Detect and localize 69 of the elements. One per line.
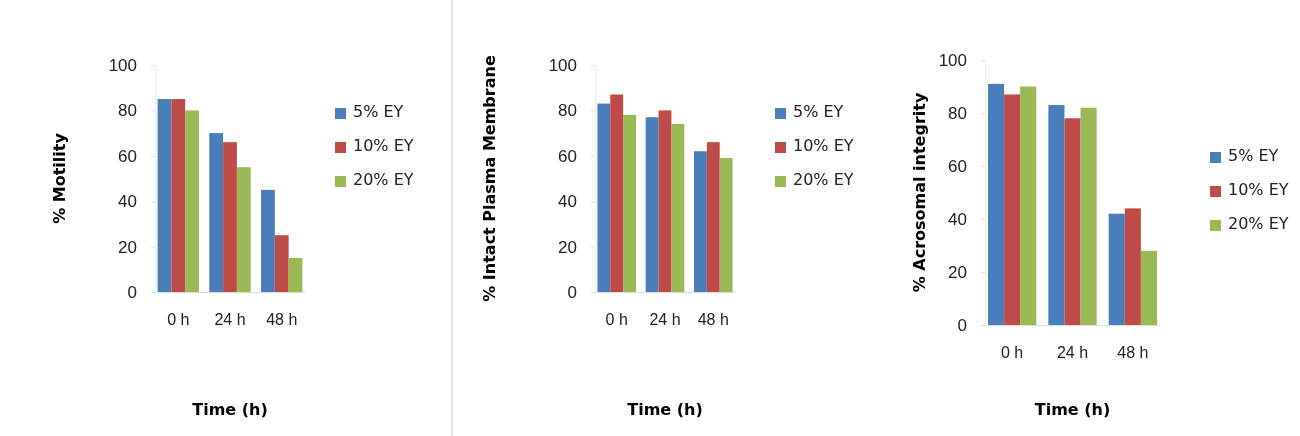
bar <box>623 114 637 292</box>
bar <box>1080 107 1097 325</box>
bar <box>1140 250 1157 325</box>
x-axis-title: Time (h) <box>192 400 268 419</box>
y-tick-label: 0 <box>127 282 137 302</box>
bar <box>223 142 237 292</box>
bar <box>209 133 224 292</box>
y-axis-title: % Motility <box>50 132 69 224</box>
bar <box>1108 213 1125 325</box>
bar <box>706 142 720 292</box>
legend-label: 20% EY <box>1228 214 1289 233</box>
x-axis-title: Time (h) <box>627 400 703 419</box>
legend-label: 5% EY <box>353 102 404 121</box>
x-tick-label: 0 h <box>1001 344 1024 362</box>
legend-label: 10% EY <box>793 136 854 155</box>
legend-label: 20% EY <box>353 170 414 189</box>
bar <box>1048 105 1065 325</box>
x-tick-label: 0 h <box>605 311 628 329</box>
legend-label: 10% EY <box>1228 180 1289 199</box>
y-tick-label: 40 <box>118 192 137 212</box>
y-tick-label: 20 <box>558 237 577 257</box>
y-tick-label: 0 <box>957 315 967 335</box>
y-tick-label: 40 <box>558 192 577 212</box>
y-tick-label: 80 <box>948 103 967 123</box>
bar <box>988 83 1005 325</box>
y-axis-title: % Acrosomal integrity <box>910 92 929 293</box>
y-axis-title: % Intact Plasma Membrane <box>480 55 499 302</box>
bar <box>610 94 624 292</box>
bar <box>274 235 289 292</box>
bar <box>171 99 186 292</box>
y-tick-label: 100 <box>108 55 137 75</box>
bar <box>719 158 733 292</box>
y-tick-label: 100 <box>548 55 577 75</box>
bar <box>645 117 659 292</box>
x-tick-label: 48 h <box>1117 344 1149 362</box>
y-tick-label: 20 <box>948 262 967 282</box>
bar <box>1004 94 1021 325</box>
bar <box>693 151 707 292</box>
legend-label: 10% EY <box>353 136 414 155</box>
bar <box>236 167 251 292</box>
y-tick-label: 60 <box>948 156 967 176</box>
y-tick-label: 0 <box>567 282 577 302</box>
x-axis-title: Time (h) <box>1034 400 1111 419</box>
y-tick-label: 80 <box>118 101 137 121</box>
bar <box>157 99 172 292</box>
x-tick-label: 48 h <box>697 311 729 329</box>
y-tick-label: 100 <box>938 50 967 70</box>
bar <box>597 103 611 292</box>
y-tick-label: 60 <box>558 146 577 166</box>
bar <box>671 124 685 292</box>
bar <box>1124 208 1141 325</box>
y-tick-label: 40 <box>948 209 967 229</box>
bar <box>288 257 303 292</box>
bar <box>658 110 672 292</box>
bar <box>1020 86 1037 325</box>
bar <box>185 110 199 292</box>
legend-label: 20% EY <box>793 170 854 189</box>
x-tick-label: 24 h <box>1056 344 1089 362</box>
x-tick-label: 24 h <box>649 311 681 329</box>
x-tick-label: 24 h <box>214 311 246 329</box>
bar <box>261 189 275 292</box>
y-tick-label: 60 <box>118 146 137 166</box>
y-tick-label: 20 <box>118 237 137 257</box>
x-tick-label: 48 h <box>266 311 298 329</box>
y-tick-label: 80 <box>558 101 577 121</box>
bar <box>1064 118 1081 325</box>
x-tick-label: 0 h <box>167 311 190 329</box>
legend-label: 5% EY <box>793 102 844 121</box>
legend-label: 5% EY <box>1228 146 1279 165</box>
